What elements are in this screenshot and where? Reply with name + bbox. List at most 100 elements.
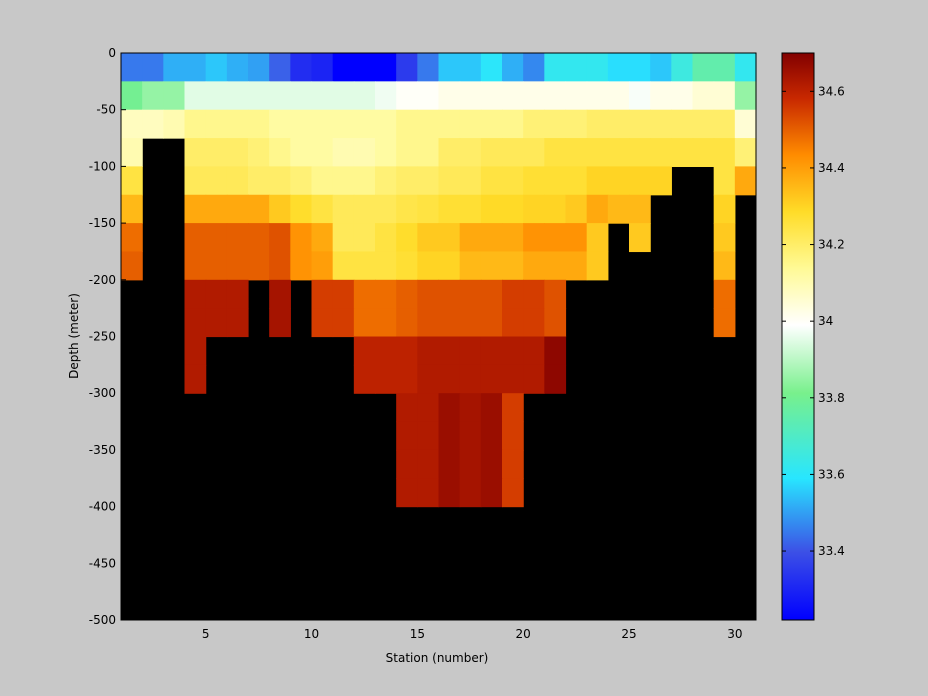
heatmap-cell [544, 81, 567, 111]
heatmap-cell [269, 308, 291, 338]
heatmap-cell [311, 53, 334, 82]
heatmap-cell [565, 223, 588, 253]
heatmap-cell [332, 109, 355, 139]
heatmap-cell [121, 166, 143, 196]
heatmap-cell [480, 194, 503, 224]
heatmap-cell [650, 81, 672, 111]
heatmap-cell [629, 166, 651, 196]
heatmap-cell [438, 421, 461, 451]
heatmap-cell [290, 166, 313, 196]
x-tick-label: 5 [202, 627, 210, 641]
heatmap-cell [544, 251, 567, 281]
heatmap-cell [417, 279, 440, 309]
heatmap-cell [459, 279, 482, 309]
heatmap-cell [269, 223, 291, 253]
heatmap-cell [734, 109, 757, 139]
heatmap-cell [332, 166, 355, 196]
heatmap-cell [290, 138, 313, 167]
heatmap-cell [544, 53, 567, 82]
heatmap-cell [713, 81, 736, 111]
heatmap-cell [523, 308, 545, 338]
heatmap-cell [502, 449, 524, 479]
heatmap-cell [311, 81, 334, 111]
heatmap-cell [417, 194, 440, 224]
heatmap-cell [438, 166, 461, 196]
heatmap-cell [332, 53, 355, 82]
heatmap-cell [184, 251, 207, 281]
heatmap-cell [586, 53, 609, 82]
heatmap-cell [629, 81, 651, 111]
heatmap-cell [502, 308, 524, 338]
heatmap-cell [248, 53, 270, 82]
y-tick-label: -350 [89, 443, 116, 457]
heatmap-cell [121, 223, 143, 253]
heatmap-cell [544, 364, 567, 394]
heatmap-cell [586, 109, 609, 139]
heatmap-cell [353, 53, 376, 82]
heatmap-cell [480, 449, 503, 479]
heatmap-cell [459, 336, 482, 366]
heatmap-cell [565, 138, 588, 167]
heatmap-cell [459, 194, 482, 224]
heatmap-cell [523, 364, 545, 394]
heatmap-cell [692, 138, 715, 167]
heatmap-cell [502, 138, 524, 167]
heatmap-cell [396, 138, 418, 167]
heatmap-cell [565, 81, 588, 111]
heatmap-cell [459, 251, 482, 281]
heatmap-cell [248, 81, 270, 111]
heatmap-cell [671, 53, 694, 82]
heatmap-cell [375, 336, 397, 366]
heatmap-cell [396, 251, 418, 281]
x-axis-label: Station (number) [386, 651, 489, 665]
heatmap-cell [586, 81, 609, 111]
heatmap-cell [248, 194, 270, 224]
heatmap-cell [544, 138, 567, 167]
heatmap-cell [607, 109, 630, 139]
heatmap-cell [417, 393, 440, 423]
heatmap-cell [353, 336, 376, 366]
y-tick-label: -150 [89, 216, 116, 230]
heatmap-cell [502, 194, 524, 224]
heatmap-cell [375, 138, 397, 167]
heatmap-cell [269, 81, 291, 111]
heatmap-cell [396, 279, 418, 309]
heatmap-cell [205, 308, 228, 338]
heatmap-cell [713, 223, 736, 253]
heatmap-cell [480, 279, 503, 309]
plot-axes: 5 10 15 20 25 30 0 -50 -100 -150 -200 -250 -300 -350 -… [89, 46, 757, 641]
heatmap-cell [269, 194, 291, 224]
heatmap-plot [121, 53, 757, 620]
heatmap-cell [438, 478, 461, 508]
heatmap-cell [353, 308, 376, 338]
heatmap-cell [607, 53, 630, 82]
heatmap-cell [544, 166, 567, 196]
heatmap-cell [417, 421, 440, 451]
heatmap-cell [713, 53, 736, 82]
heatmap-cell [502, 336, 524, 366]
heatmap-cell [184, 336, 207, 366]
heatmap-cell [184, 194, 207, 224]
y-tick-label: -50 [96, 103, 116, 117]
heatmap-cell [205, 138, 228, 167]
heatmap-cell [121, 138, 143, 167]
heatmap-cell [544, 194, 567, 224]
heatmap-cell [417, 109, 440, 139]
heatmap-cell [121, 53, 143, 82]
heatmap-cell [544, 308, 567, 338]
heatmap-cell [396, 421, 418, 451]
heatmap-cell [184, 166, 207, 196]
heatmap-cell [438, 223, 461, 253]
heatmap-cell [607, 81, 630, 111]
heatmap-cell [523, 251, 545, 281]
heatmap-cell [205, 279, 228, 309]
heatmap-cell [629, 194, 651, 224]
heatmap-cell [523, 166, 545, 196]
heatmap-cell [417, 53, 440, 82]
heatmap-cell [523, 53, 545, 82]
heatmap-cell [332, 81, 355, 111]
heatmap-cell [396, 308, 418, 338]
heatmap-cell [459, 478, 482, 508]
colorbar-tick-label: 34.4 [818, 161, 845, 175]
heatmap-cell [459, 138, 482, 167]
